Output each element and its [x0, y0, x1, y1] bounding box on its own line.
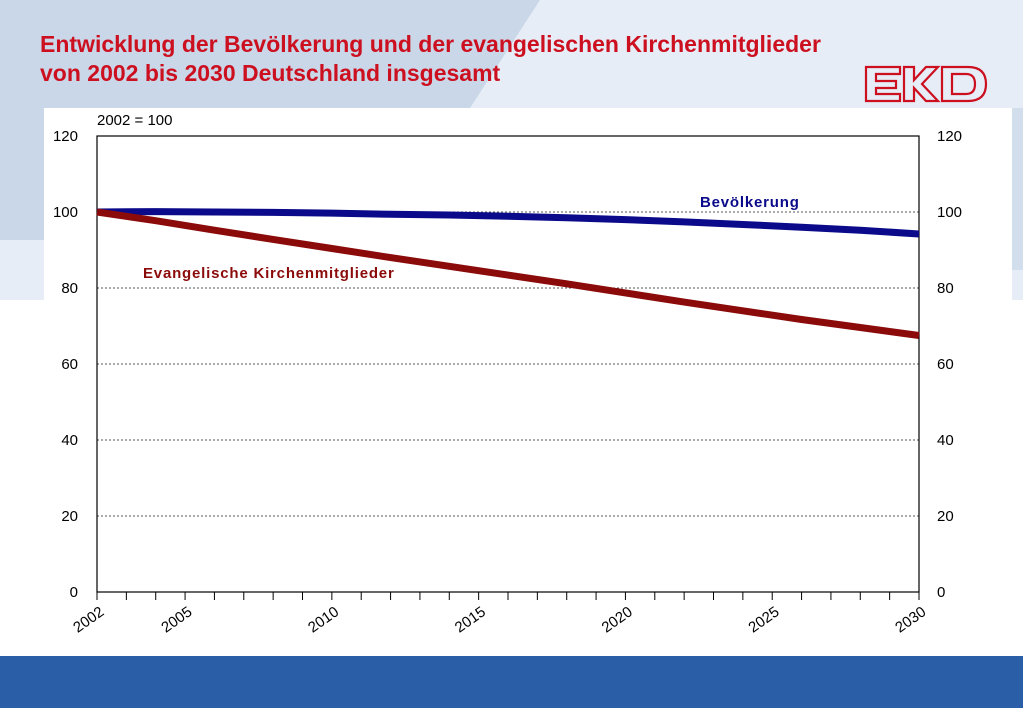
y-tick-label-left: 0 [70, 584, 78, 601]
chart-panel [44, 108, 1012, 653]
y-tick-label-left: 80 [61, 280, 78, 297]
x-tick-label: 2002 [70, 603, 107, 636]
x-tick-label: 2010 [305, 603, 342, 636]
base-year-annotation: 2002 = 100 [97, 112, 173, 129]
x-tick-label: 2030 [892, 603, 929, 636]
x-tick-label: 2020 [599, 603, 636, 636]
series-label-bevoelkerung: Bevölkerung [700, 194, 800, 211]
y-tick-label-right: 80 [937, 280, 954, 297]
title-line-2: von 2002 bis 2030 Deutschland insgesamt [40, 60, 501, 86]
y-tick-label-left: 60 [61, 356, 78, 373]
y-tick-label-right: 60 [937, 356, 954, 373]
slide-title: Entwicklung der Bevölkerung und der evan… [40, 30, 860, 88]
series-label-evangelische-kirchenmitglieder: Evangelische Kirchenmitglieder [143, 265, 395, 282]
y-tick-label-left: 120 [53, 128, 78, 145]
x-tick-label: 2015 [452, 603, 489, 636]
y-tick-label-right: 100 [937, 204, 962, 221]
y-tick-label-right: 20 [937, 508, 954, 525]
x-tick-label: 2025 [745, 603, 782, 636]
footer-bar [0, 656, 1023, 708]
y-tick-label-right: 120 [937, 128, 962, 145]
y-tick-label-right: 40 [937, 432, 954, 449]
title-line-1: Entwicklung der Bevölkerung und der evan… [40, 31, 821, 57]
y-tick-label-left: 100 [53, 204, 78, 221]
x-tick-label: 2005 [158, 603, 195, 636]
y-tick-label-right: 0 [937, 584, 945, 601]
ekd-logo-icon [864, 65, 988, 103]
y-tick-label-left: 40 [61, 432, 78, 449]
y-tick-label-left: 20 [61, 508, 78, 525]
